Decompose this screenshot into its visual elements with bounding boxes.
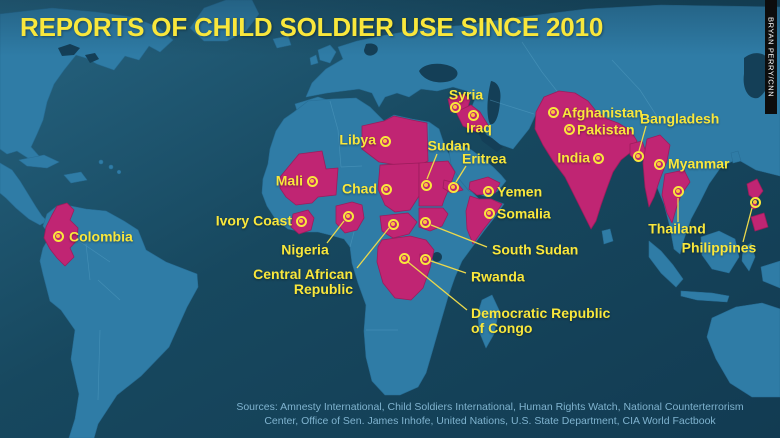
marker-dot-eritrea — [447, 181, 459, 193]
inner-seas — [58, 43, 771, 262]
country-label-rwanda: Rwanda — [471, 268, 525, 285]
marker-dot-iraq — [467, 109, 479, 121]
country-label-bangladesh: Bangladesh — [640, 110, 720, 127]
marker-dot-libya — [379, 135, 391, 147]
page-title: REPORTS OF CHILD SOLDIER USE SINCE 2010 — [20, 12, 604, 42]
country-label-afghanistan: Afghanistan — [562, 104, 643, 121]
marker-dot-colombia — [52, 230, 64, 242]
country-label-thailand: Thailand — [648, 220, 706, 237]
country-label-sudan: Sudan — [427, 137, 471, 154]
marker-dot-syria — [449, 101, 461, 113]
marker-dot-india — [592, 152, 604, 164]
country-label-yemen: Yemen — [497, 183, 543, 200]
marker-dot-yemen — [482, 185, 494, 197]
country-label-libya: Libya — [339, 131, 376, 148]
marker-dot-central-african-republic — [387, 218, 399, 230]
credit-bar: BRYAN PERRY/CNN — [765, 0, 777, 114]
country-label-india: India — [557, 149, 590, 166]
credit-text: BRYAN PERRY/CNN — [766, 16, 776, 98]
country-label-nigeria: Nigeria — [281, 241, 329, 258]
country-label-philippines: Philippines — [681, 239, 757, 256]
sources-text: Sources: Amnesty International, Child So… — [236, 401, 744, 427]
country-label-eritrea: Eritrea — [462, 150, 507, 167]
marker-dot-nigeria — [342, 210, 354, 222]
country-label-pakistan: Pakistan — [577, 121, 635, 138]
marker-dot-bangladesh — [632, 150, 644, 162]
country-label-south-sudan: South Sudan — [492, 241, 579, 258]
marker-dot-ivory-coast — [295, 215, 307, 227]
country-label-colombia: Colombia — [69, 228, 133, 245]
marker-dot-democratic-republic-of-congo — [398, 252, 410, 264]
country-label-ivory-coast: Ivory Coast — [215, 212, 292, 229]
country-label-syria: Syria — [448, 86, 484, 103]
country-label-central-african-republic: Central African Republic — [253, 265, 353, 297]
country-label-somalia: Somalia — [497, 205, 551, 222]
marker-dot-sudan — [420, 179, 432, 191]
marker-dot-rwanda — [419, 253, 431, 265]
marker-dot-thailand — [672, 185, 684, 197]
marker-dot-mali — [306, 175, 318, 187]
marker-dot-chad — [380, 183, 392, 195]
country-label-mali: Mali — [275, 172, 303, 189]
marker-dot-philippines — [749, 196, 761, 208]
marker-dot-afghanistan — [547, 106, 559, 118]
country-label-democratic-republic-of-congo: Democratic Republic of Congo — [471, 304, 611, 336]
marker-dot-south-sudan — [419, 216, 431, 228]
country-label-chad: Chad — [342, 180, 377, 197]
marker-dot-myanmar — [653, 158, 665, 170]
marker-dot-pakistan — [563, 123, 575, 135]
country-label-iraq: Iraq — [466, 119, 492, 136]
marker-dot-somalia — [483, 207, 495, 219]
country-label-myanmar: Myanmar — [668, 155, 730, 172]
